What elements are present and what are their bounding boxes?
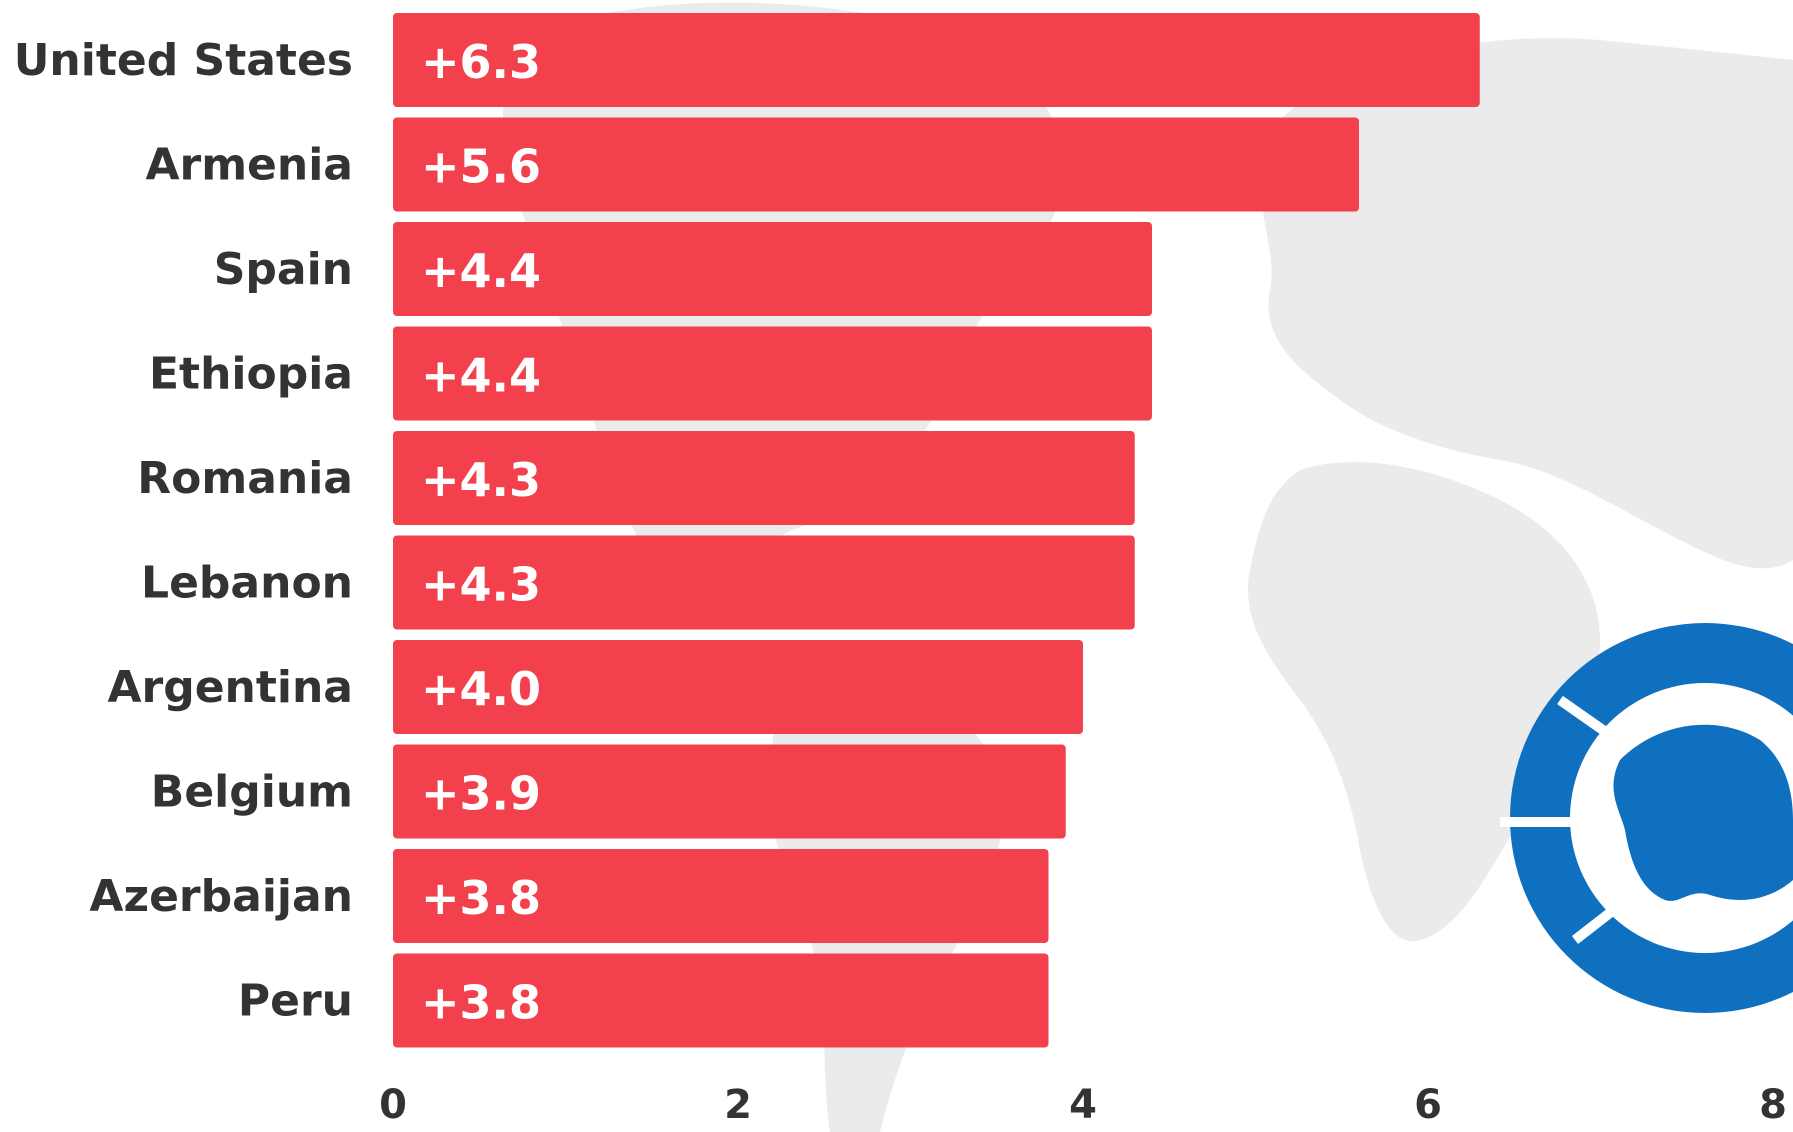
category-label: Lebanon xyxy=(141,558,353,609)
value-label: +6.3 xyxy=(421,35,541,89)
category-label: Armenia xyxy=(145,140,353,191)
x-tick-label: 4 xyxy=(1069,1082,1097,1128)
x-tick-label: 0 xyxy=(379,1082,407,1128)
value-labels: +6.3 +5.6 +4.4 +4.4 +4.3 +4.3 +4.0 +3.9 +3.8 +3.8 xyxy=(421,35,541,1030)
map-eurasia xyxy=(1261,38,1793,569)
bar xyxy=(393,222,1152,316)
bar xyxy=(393,431,1135,525)
bar-series xyxy=(393,13,1480,1048)
value-label: +5.6 xyxy=(421,140,541,194)
category-label: Spain xyxy=(214,244,353,295)
bar xyxy=(393,535,1135,630)
bar xyxy=(393,117,1359,212)
category-label: Belgium xyxy=(151,767,353,818)
category-label: Peru xyxy=(238,976,353,1027)
value-label: +4.3 xyxy=(421,453,541,507)
category-label: Argentina xyxy=(107,662,353,713)
category-label: Azerbaijan xyxy=(89,871,353,922)
bar xyxy=(393,640,1083,734)
x-tick-label: 6 xyxy=(1414,1082,1442,1128)
logo-ring-gap xyxy=(1571,901,1624,944)
category-label: United States xyxy=(14,35,353,86)
bar xyxy=(393,13,1480,107)
logo-ring-gap xyxy=(1557,695,1613,740)
category-label: Ethiopia xyxy=(149,349,353,400)
value-label: +4.0 xyxy=(421,662,541,716)
x-tick-label: 8 xyxy=(1759,1082,1787,1128)
bar xyxy=(393,326,1152,421)
globe-gear-logo xyxy=(1500,623,1793,1013)
category-labels: United States Armenia Spain Ethiopia Romania… xyxy=(14,35,353,1027)
bar xyxy=(393,849,1049,943)
bar xyxy=(393,953,1049,1048)
logo-continents xyxy=(1613,724,1793,901)
value-label: +4.4 xyxy=(421,349,541,403)
value-label: +3.8 xyxy=(421,976,541,1030)
category-label: Romania xyxy=(137,453,353,504)
value-label: +3.8 xyxy=(421,871,541,925)
value-label: +4.4 xyxy=(421,244,541,298)
x-tick-label: 2 xyxy=(724,1082,752,1128)
value-label: +3.9 xyxy=(421,767,541,821)
x-axis-ticks: 0 2 4 6 8 xyxy=(379,1082,1787,1128)
value-label: +4.3 xyxy=(421,558,541,612)
bar xyxy=(393,744,1066,839)
